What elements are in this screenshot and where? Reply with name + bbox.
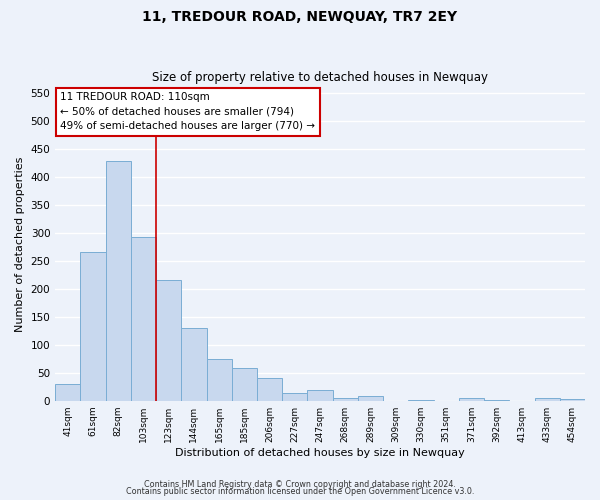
Bar [106,161,131,400]
Bar [55,384,80,400]
Title: Size of property relative to detached houses in Newquay: Size of property relative to detached ho… [152,72,488,85]
Text: Contains public sector information licensed under the Open Government Licence v3: Contains public sector information licen… [126,487,474,496]
Bar [156,280,181,400]
Bar [535,398,560,400]
Bar [307,390,332,400]
Bar [560,399,585,400]
Bar [131,237,156,400]
Text: 11, TREDOUR ROAD, NEWQUAY, TR7 2EY: 11, TREDOUR ROAD, NEWQUAY, TR7 2EY [142,10,458,24]
Bar [206,358,232,401]
Bar [282,394,307,400]
Bar [232,368,257,400]
X-axis label: Distribution of detached houses by size in Newquay: Distribution of detached houses by size … [175,448,465,458]
Text: Contains HM Land Registry data © Crown copyright and database right 2024.: Contains HM Land Registry data © Crown c… [144,480,456,489]
Y-axis label: Number of detached properties: Number of detached properties [15,156,25,332]
Bar [332,398,358,400]
Bar [358,396,383,400]
Bar [181,328,206,400]
Bar [459,398,484,400]
Text: 11 TREDOUR ROAD: 110sqm
← 50% of detached houses are smaller (794)
49% of semi-d: 11 TREDOUR ROAD: 110sqm ← 50% of detache… [61,92,316,132]
Bar [257,378,282,400]
Bar [80,252,106,400]
